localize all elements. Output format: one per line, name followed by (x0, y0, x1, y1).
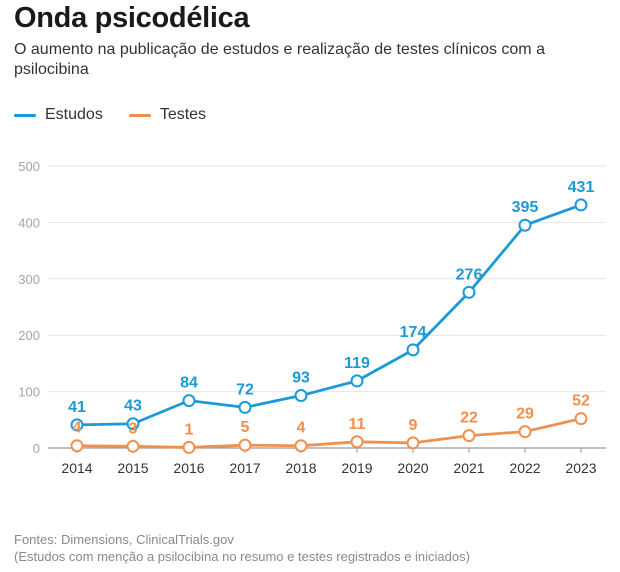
data-point-estudos-2016 (182, 394, 196, 408)
source-note: Fontes: Dimensions, ClinicalTrials.gov (14, 532, 234, 547)
data-point-estudos-2023 (574, 198, 588, 212)
x-tick-label-2023: 2023 (565, 460, 596, 476)
data-point-testes-2020 (406, 436, 420, 450)
legend-swatch-estudos (14, 113, 36, 117)
chart-title: Onda psicodélica (14, 2, 250, 34)
data-label-estudos-2020: 174 (400, 324, 427, 341)
data-label-estudos-2018: 93 (292, 370, 310, 387)
data-point-estudos-2022 (518, 218, 532, 232)
x-tick-label-2018: 2018 (285, 460, 316, 476)
data-label-testes-2015: 3 (129, 420, 138, 437)
data-label-testes-2020: 9 (409, 417, 418, 434)
data-point-estudos-2020 (406, 343, 420, 357)
data-point-testes-2022 (518, 425, 532, 439)
x-tick-label-2016: 2016 (173, 460, 204, 476)
legend: Estudos Testes (14, 106, 232, 124)
data-label-estudos-2022: 395 (512, 199, 539, 216)
data-point-estudos-2014 (70, 418, 84, 432)
data-label-testes-2022: 29 (516, 406, 534, 423)
data-label-estudos-2014: 41 (68, 399, 86, 416)
data-label-estudos-2021: 276 (456, 266, 483, 283)
footer: Fontes: Dimensions, ClinicalTrials.gov (… (14, 531, 470, 565)
y-tick-label-0: 0 (33, 441, 40, 456)
chart-subtitle: O aumento na publicação de estudos e rea… (14, 41, 545, 78)
data-point-estudos-2017 (238, 400, 252, 414)
y-tick-label-200: 200 (18, 328, 40, 343)
data-point-testes-2014 (70, 439, 84, 453)
data-label-estudos-2019: 119 (344, 355, 370, 372)
data-label-testes-2019: 11 (349, 416, 366, 433)
x-tick-label-2020: 2020 (397, 460, 428, 476)
data-label-testes-2018: 4 (297, 420, 306, 437)
data-point-estudos-2019 (350, 374, 364, 388)
legend-item-testes: Testes (128, 106, 207, 124)
x-tick-label-2021: 2021 (453, 460, 484, 476)
series-line-testes (75, 417, 583, 449)
data-point-estudos-2021 (462, 285, 476, 299)
data-point-estudos-2015 (126, 417, 140, 431)
legend-label-estudos: Estudos (45, 106, 103, 123)
y-tick-label-100: 100 (18, 385, 40, 400)
methodology-note: (Estudos com menção a psilocibina no res… (14, 549, 470, 564)
y-tick-label-300: 300 (18, 272, 40, 287)
legend-item-estudos: Estudos (14, 106, 103, 124)
data-label-testes-2023: 52 (572, 393, 590, 410)
data-point-testes-2016 (182, 440, 196, 454)
data-label-estudos-2016: 84 (180, 375, 198, 392)
data-point-testes-2019 (350, 435, 364, 449)
data-label-testes-2017: 5 (241, 419, 250, 436)
data-point-testes-2021 (462, 429, 476, 443)
data-label-estudos-2015: 43 (124, 398, 142, 415)
y-tick-label-500: 500 (18, 159, 40, 174)
x-tick-label-2022: 2022 (509, 460, 540, 476)
legend-swatch-testes (128, 113, 151, 117)
x-tick-label-2014: 2014 (61, 460, 92, 476)
data-label-testes-2014: 4 (73, 420, 82, 437)
x-tick-label-2019: 2019 (341, 460, 372, 476)
legend-label-testes: Testes (159, 106, 207, 123)
data-point-testes-2017 (238, 438, 252, 452)
series-line-estudos (75, 203, 583, 427)
data-point-testes-2015 (126, 439, 140, 453)
data-label-estudos-2017: 72 (236, 381, 254, 398)
y-tick-label-400: 400 (18, 215, 40, 230)
data-label-estudos-2023: 431 (568, 179, 595, 196)
data-point-testes-2018 (294, 439, 308, 453)
line-chart: 0 100 200 300 400 500 2014 2015 2016 2017 2018 2019… (18, 159, 606, 476)
data-point-estudos-2018 (294, 389, 308, 403)
data-point-testes-2023 (574, 412, 588, 426)
data-label-testes-2016: 1 (185, 421, 194, 438)
data-label-testes-2021: 22 (460, 410, 478, 427)
x-tick-label-2015: 2015 (117, 460, 148, 476)
x-tick-label-2017: 2017 (229, 460, 260, 476)
